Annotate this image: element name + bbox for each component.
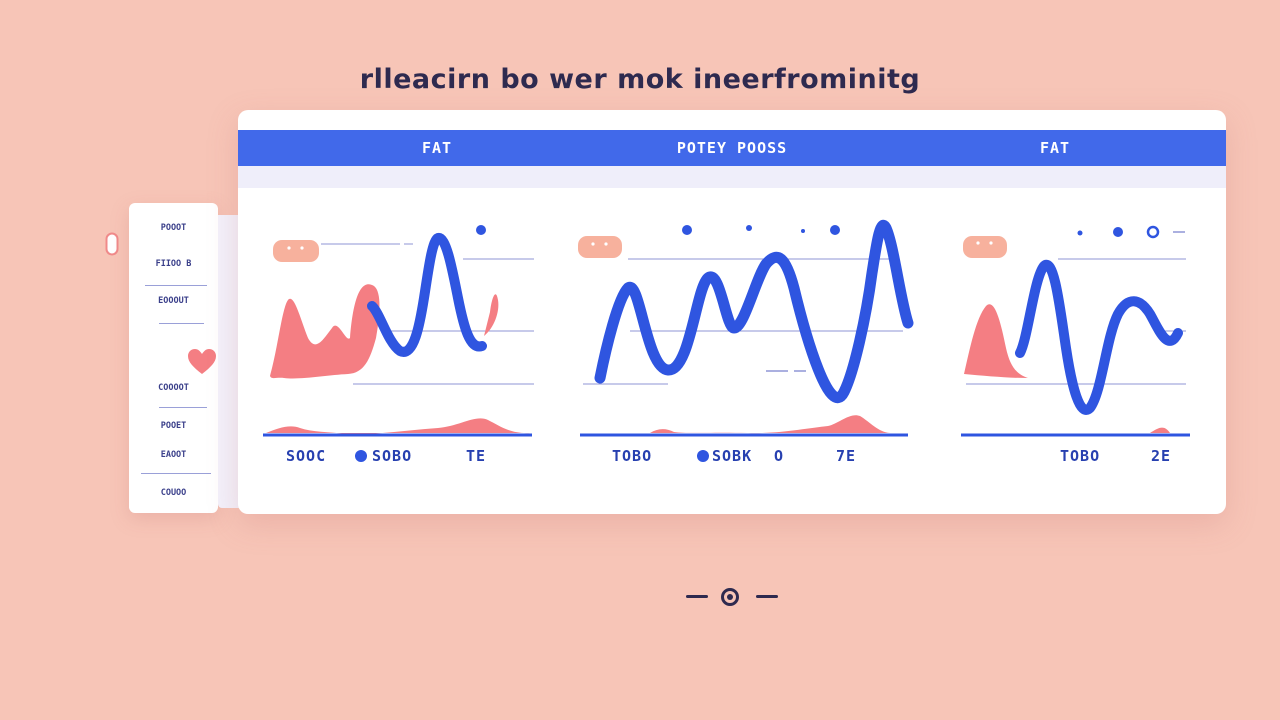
page-title: rlleacirn bo wer mok ineerfrominitg bbox=[359, 64, 921, 95]
panel-1-label-a: SOOC bbox=[286, 447, 326, 465]
panel-1-pill[interactable] bbox=[273, 240, 319, 262]
panel-1: SOOC SOBO TE bbox=[263, 225, 534, 465]
panel-1-coral-area bbox=[270, 284, 380, 379]
panel-3-baseline-area bbox=[1150, 427, 1170, 433]
panel-2-baseline-area bbox=[650, 415, 890, 434]
sidebar-item-6[interactable]: EAOOT bbox=[160, 450, 187, 460]
panel-3-marker-ring[interactable] bbox=[1146, 225, 1160, 239]
sidebar-item-2[interactable]: FIIOO B bbox=[155, 259, 192, 269]
sub-header-bar bbox=[238, 166, 1226, 188]
panel-3: TOBO 2E bbox=[961, 225, 1190, 465]
dashboard-card: FAT POTEY POOSS FAT bbox=[238, 110, 1226, 514]
sidebar-item-4[interactable]: COOOOT bbox=[158, 383, 189, 393]
sidebar-item-3[interactable]: EOOOUT bbox=[158, 296, 189, 306]
panel-3-label-b: 2E bbox=[1151, 447, 1171, 465]
panel-edge bbox=[218, 215, 240, 508]
pager-dot-icon[interactable] bbox=[721, 588, 739, 606]
header-tab-2[interactable]: POTEY POOSS bbox=[676, 139, 788, 157]
heart-icon[interactable] bbox=[187, 348, 217, 376]
panel-3-marker[interactable] bbox=[1113, 227, 1123, 237]
sidebar-item-7[interactable]: COUOO bbox=[160, 488, 187, 498]
panel-2-series-line bbox=[594, 220, 914, 404]
panel-1-label-b: SOBO bbox=[372, 447, 412, 465]
panel-2-pill[interactable] bbox=[578, 236, 622, 258]
sidebar-divider bbox=[141, 473, 211, 474]
header-bar: FAT POTEY POOSS FAT bbox=[238, 130, 1226, 166]
panel-2-label-d: 7E bbox=[836, 447, 856, 465]
panel-3-series-line bbox=[1015, 259, 1183, 415]
panel-2-label-b: SOBK bbox=[712, 447, 752, 465]
panel-3-coral-area bbox=[964, 304, 1028, 378]
panel-3-label-a: TOBO bbox=[1060, 447, 1100, 465]
sidebar-item-1[interactable]: POOOT bbox=[160, 223, 187, 233]
sidebar-divider bbox=[145, 285, 207, 286]
pager-prev-icon[interactable] bbox=[686, 595, 708, 598]
panel-2-label-a: TOBO bbox=[612, 447, 652, 465]
header-tab-1[interactable]: FAT bbox=[421, 139, 453, 157]
panel-2-marker[interactable] bbox=[682, 225, 692, 235]
panel-1-series-line bbox=[367, 233, 487, 357]
pager-next-icon[interactable] bbox=[756, 595, 778, 598]
panel-2-dot[interactable] bbox=[697, 450, 709, 462]
panel-2-marker[interactable] bbox=[830, 225, 840, 235]
panel-1-baseline-area bbox=[266, 418, 530, 435]
chart-area: SOOC SOBO TE bbox=[238, 188, 1226, 514]
panel-1-label-c: TE bbox=[466, 447, 486, 465]
clip-icon[interactable] bbox=[105, 232, 119, 256]
panel-1-dot[interactable] bbox=[355, 450, 367, 462]
pager bbox=[680, 588, 780, 614]
panel-2: TOBO SOBK O 7E bbox=[578, 220, 914, 465]
panel-2-label-c: O bbox=[774, 447, 784, 465]
sidebar-divider bbox=[159, 323, 204, 324]
panel-2-marker-small[interactable] bbox=[746, 225, 752, 231]
sidebar-item-5[interactable]: POOET bbox=[160, 421, 187, 431]
header-tab-3[interactable]: FAT bbox=[1039, 139, 1071, 157]
charts-svg: SOOC SOBO TE bbox=[263, 220, 1190, 465]
panel-3-pill[interactable] bbox=[963, 236, 1007, 258]
sidebar-divider bbox=[159, 407, 207, 408]
panel-1-marker[interactable] bbox=[476, 225, 486, 235]
panel-1-coral-tail bbox=[484, 294, 499, 336]
